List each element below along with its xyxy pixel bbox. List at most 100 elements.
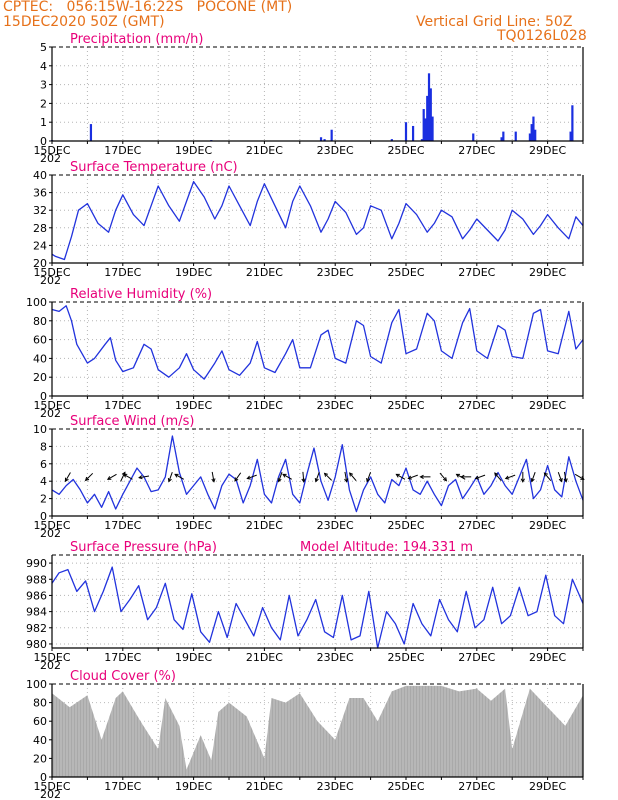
x-tick-label: 27DEC — [458, 144, 495, 157]
x-tick-label: 15DEC — [33, 399, 70, 412]
wind-arrow-shaft — [505, 474, 516, 480]
x-tick-label: 19DEC — [175, 651, 212, 664]
wind-arrow — [460, 474, 472, 479]
y-tick-label: 24 — [33, 239, 47, 252]
wind-arrow-head — [563, 478, 568, 483]
x-tick-label: 23DEC — [317, 399, 354, 412]
wind-arrow-shaft — [574, 473, 585, 480]
x-tick-label: 21DEC — [246, 780, 283, 793]
wind-arrow-shaft — [396, 473, 406, 480]
y-tick-label: 982 — [26, 622, 47, 635]
precip-bar — [420, 139, 424, 141]
wind-arrow-shaft — [563, 471, 567, 482]
x-tick-label: 15DEC — [33, 780, 70, 793]
precip-bar — [571, 105, 574, 141]
wind-arrow — [323, 472, 333, 481]
x-tick-label: 29DEC — [529, 651, 566, 664]
x-tick-label: 15DEC — [33, 144, 70, 157]
wind-arrow — [301, 471, 306, 483]
x-year-label: 202 — [40, 152, 61, 165]
header-model-code: TQ0126L028 — [497, 28, 587, 44]
x-tick-label: 21DEC — [246, 399, 283, 412]
panel-title: Surface Temperature (nC) — [70, 160, 238, 175]
wind-arrow-head — [234, 477, 239, 482]
y-tick-label: 36 — [33, 187, 47, 200]
wind-arrow — [174, 473, 185, 480]
wind-arrow-shaft — [282, 473, 292, 480]
y-tick-label: 80 — [33, 697, 47, 710]
y-tick-label: 1 — [40, 116, 47, 129]
wind-arrow — [407, 474, 418, 480]
x-tick-label: 19DEC — [175, 780, 212, 793]
x-tick-label: 27DEC — [458, 780, 495, 793]
wind-arrow — [277, 471, 283, 483]
wind-arrow — [530, 471, 536, 483]
wind-arrow — [314, 471, 320, 483]
precip-bar — [411, 125, 415, 141]
x-tick-label: 21DEC — [246, 266, 283, 279]
wind-arrow-shaft — [439, 472, 447, 482]
wind-arrow — [366, 471, 372, 483]
wind-arrow-head — [106, 476, 112, 480]
panel-5: 980 982 984 986 988 990 15DEC 17DEC 19DEC 21DEC 23… — [26, 540, 584, 672]
y-tick-label: 60 — [33, 715, 47, 728]
wind-arrow — [64, 472, 71, 483]
wind-arrow — [84, 472, 94, 482]
wind-arrow-head — [167, 478, 172, 483]
header-date: 15DEC2020 50Z (GMT) — [3, 14, 165, 30]
wind-arrow-head — [455, 473, 461, 478]
wind-arrow-head — [282, 473, 287, 478]
wind-arrow — [246, 474, 257, 480]
wind-arrow-shaft — [211, 471, 215, 482]
y-tick-label: 60 — [33, 334, 47, 347]
wind-arrow-shaft — [344, 471, 348, 482]
wind-arrow-shaft — [168, 471, 173, 482]
x-tick-label: 29DEC — [529, 399, 566, 412]
y-tick-label: 0 — [40, 135, 47, 148]
precip-bar — [390, 139, 393, 141]
y-tick-label: 4 — [40, 475, 47, 488]
wind-arrow — [211, 471, 216, 483]
y-tick-label: 0 — [40, 510, 47, 523]
wind-arrow-shaft — [408, 474, 418, 480]
y-tick-label: 990 — [26, 557, 47, 570]
y-tick-label: 2 — [40, 97, 47, 110]
wind-arrow-head — [323, 472, 329, 477]
x-tick-label: 17DEC — [104, 399, 141, 412]
wind-arrow-head — [314, 478, 319, 483]
y-tick-label: 100 — [26, 678, 47, 691]
x-tick-label: 27DEC — [458, 266, 495, 279]
x-tick-label: 23DEC — [317, 780, 354, 793]
panel-title: Cloud Cover (%) — [70, 669, 176, 684]
wind-arrow-head — [494, 472, 499, 477]
wind-arrow — [504, 474, 516, 480]
wind-arrow-head — [246, 475, 251, 480]
y-tick-label: 10 — [33, 423, 47, 436]
x-tick-label: 15DEC — [33, 266, 70, 279]
precip-bar — [427, 73, 431, 141]
wind-arrow-shaft — [315, 471, 320, 482]
wind-arrow — [122, 473, 133, 480]
panel-4: 0 2 4 6 8 10 15DEC 17DEC 19DEC 21DEC 23DEC 25DEC 27D… — [33, 414, 585, 540]
wind-arrow-shaft — [247, 474, 257, 480]
x-year-label: 202 — [40, 274, 61, 287]
x-tick-label: 25DEC — [387, 266, 424, 279]
wind-arrow — [167, 471, 173, 483]
x-tick-label: 19DEC — [175, 519, 212, 532]
precip-bar — [530, 124, 533, 141]
x-tick-label: 15DEC — [33, 519, 70, 532]
x-tick-label: 23DEC — [317, 266, 354, 279]
y-tick-label: 5 — [40, 41, 47, 54]
y-tick-label: 3 — [40, 79, 47, 92]
x-tick-label: 27DEC — [458, 651, 495, 664]
x-tick-label: 15DEC — [33, 651, 70, 664]
wind-arrow — [543, 472, 552, 482]
wind-arrow — [520, 471, 525, 483]
wind-arrow-head — [349, 472, 354, 477]
wind-arrow-head — [395, 473, 400, 478]
wind-arrow-head — [277, 478, 282, 483]
wind-arrow-head — [174, 473, 179, 478]
wind-arrow — [234, 472, 242, 482]
precip-bar — [429, 88, 432, 141]
